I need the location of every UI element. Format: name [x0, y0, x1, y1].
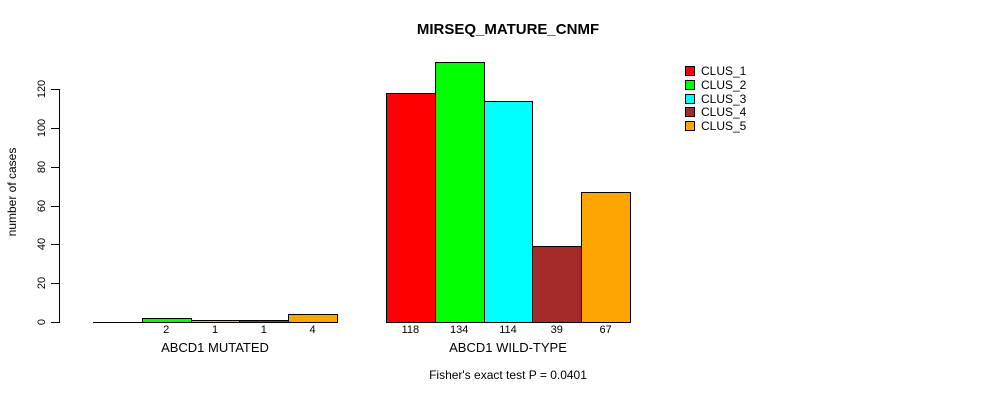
legend-swatch-clus_3 — [685, 93, 695, 104]
bar-clus_5 — [581, 191, 631, 323]
bar-value-label: 134 — [450, 324, 469, 336]
y-axis-tick — [51, 322, 59, 323]
y-tick-label: 100 — [36, 118, 48, 138]
group-label: ABCD1 MUTATED — [161, 340, 269, 355]
bar-value-label: 118 — [401, 324, 420, 336]
y-tick-label: 60 — [36, 199, 48, 212]
bar-clus_2 — [141, 318, 192, 323]
bar-clus_2 — [434, 61, 485, 323]
bar-value-label: 67 — [599, 324, 612, 336]
y-axis-tick — [51, 127, 59, 129]
caption: Fisher's exact test P = 0.0401 — [429, 368, 587, 382]
legend-swatch-clus_2 — [685, 79, 695, 90]
bar-value-label: 4 — [309, 324, 316, 336]
group-label: ABCD1 WILD-TYPE — [449, 340, 567, 355]
bar-clus_5 — [288, 314, 338, 323]
y-axis-tick — [51, 166, 59, 168]
bar-clus_3 — [483, 100, 534, 323]
legend-label-clus_3: CLUS_3 — [701, 91, 747, 106]
bar-value-label: 114 — [499, 324, 517, 336]
legend-label-clus_5: CLUS_5 — [701, 118, 747, 133]
bar-value-label: 1 — [211, 324, 219, 336]
y-tick-label: 80 — [36, 160, 48, 173]
y-tick-label: 40 — [36, 238, 48, 251]
bar-clus_1-zero — [93, 322, 143, 323]
bar-value-label: 39 — [550, 324, 563, 336]
bar-clus_3 — [190, 320, 241, 323]
y-axis-label: number of cases — [5, 147, 19, 237]
legend-label-clus_1: CLUS_1 — [701, 64, 747, 79]
legend-swatch-clus_4 — [685, 107, 695, 118]
chart-title: MIRSEQ_MATURE_CNMF — [416, 21, 600, 38]
legend-swatch-clus_5 — [685, 120, 695, 131]
y-axis-tick — [51, 89, 59, 90]
y-tick-label: 120 — [36, 79, 48, 99]
y-axis-tick — [51, 244, 59, 246]
y-tick-label: 20 — [36, 277, 48, 290]
bar-clus_4 — [532, 246, 583, 323]
y-tick-label: 0 — [36, 318, 48, 326]
legend-label-clus_4: CLUS_4 — [701, 105, 747, 120]
legend-label-clus_2: CLUS_2 — [701, 77, 747, 92]
bar-clus_1 — [386, 92, 436, 323]
bar-clus_4 — [239, 320, 290, 323]
y-axis-tick — [51, 205, 59, 207]
y-axis-tick — [51, 283, 59, 285]
bar-value-label: 2 — [163, 324, 170, 336]
legend-swatch-clus_1 — [685, 66, 695, 77]
bar-value-label: 1 — [260, 324, 267, 336]
y-axis-line — [59, 89, 60, 323]
